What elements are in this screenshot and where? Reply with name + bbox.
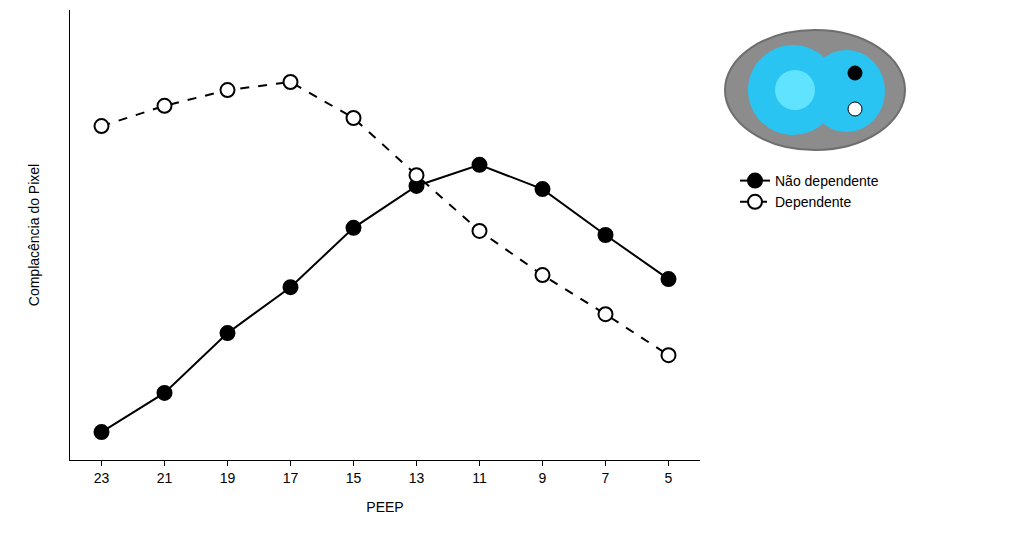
svg-text:21: 21 bbox=[157, 470, 173, 486]
svg-text:17: 17 bbox=[283, 470, 299, 486]
svg-text:19: 19 bbox=[220, 470, 236, 486]
svg-text:5: 5 bbox=[665, 470, 673, 486]
svg-text:Não dependente: Não dependente bbox=[775, 173, 879, 189]
svg-text:13: 13 bbox=[409, 470, 425, 486]
svg-text:PEEP: PEEP bbox=[366, 499, 403, 515]
svg-text:23: 23 bbox=[94, 470, 110, 486]
svg-text:Dependente: Dependente bbox=[775, 194, 852, 210]
svg-text:7: 7 bbox=[602, 470, 610, 486]
svg-text:11: 11 bbox=[472, 470, 487, 486]
svg-text:9: 9 bbox=[539, 470, 547, 486]
svg-text:15: 15 bbox=[346, 470, 362, 486]
svg-text:Complacência do Pixel: Complacência do Pixel bbox=[26, 164, 42, 306]
